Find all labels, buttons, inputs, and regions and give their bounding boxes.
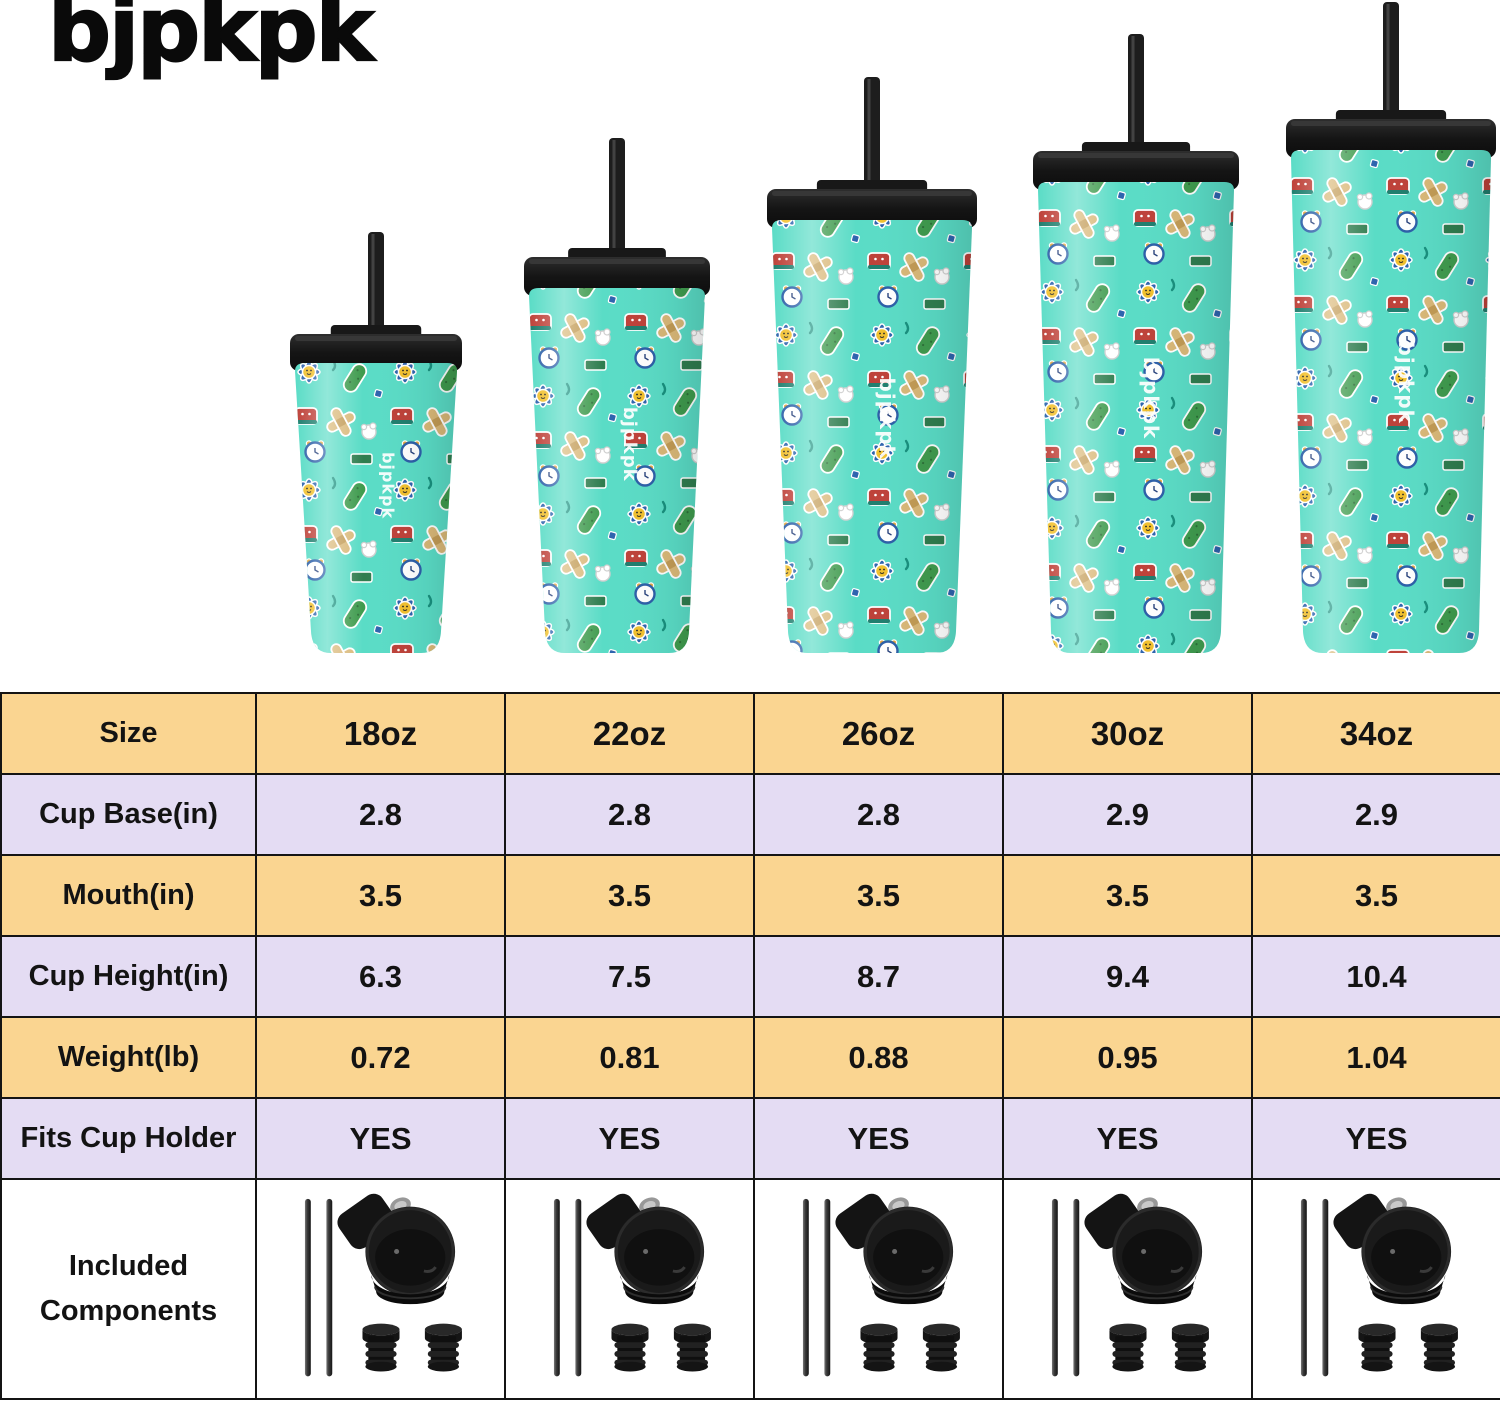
value-cell: YES <box>255 1097 506 1180</box>
lid-rim <box>295 336 457 341</box>
straw <box>1128 34 1144 160</box>
straw <box>609 138 625 266</box>
row-label: Fits Cup Holder <box>0 1097 257 1180</box>
cup-logo-text: bjpkpk <box>1139 357 1163 439</box>
included-components-cell <box>1002 1178 1253 1400</box>
value-cell: 10.4 <box>1251 935 1500 1018</box>
tumbler-26oz: bjpkpk <box>766 77 978 655</box>
tumbler-22oz: bjpkpk <box>523 138 711 655</box>
value-cell: 3.5 <box>753 854 1004 937</box>
value-cell: 9.4 <box>1002 935 1253 1018</box>
value-cell: 0.81 <box>504 1016 755 1099</box>
value-cell: 2.8 <box>255 773 506 856</box>
lid-rim <box>529 259 705 264</box>
row-cup-base: Cup Base(in) 2.8 2.8 2.8 2.9 2.9 <box>0 773 1500 856</box>
value-cell: 22oz <box>504 692 755 775</box>
value-cell: 34oz <box>1251 692 1500 775</box>
cup-logo-text: bjpkpk <box>378 452 397 519</box>
lid <box>767 189 977 228</box>
value-cell: YES <box>1002 1097 1253 1180</box>
value-cell: YES <box>1251 1097 1500 1180</box>
components-kit-image <box>1011 1191 1245 1391</box>
straw-highlight <box>371 234 375 341</box>
cup-logo-text: bjpkpk <box>1394 342 1418 424</box>
value-cell: 3.5 <box>1251 854 1500 937</box>
cup-sheen <box>529 288 705 653</box>
straw-highlight <box>1386 4 1390 126</box>
straw-highlight <box>1131 36 1135 158</box>
value-cell: 6.3 <box>255 935 506 1018</box>
lid <box>1286 119 1496 158</box>
row-label: Cup Height(in) <box>0 935 257 1018</box>
included-components-cell <box>1251 1178 1500 1400</box>
row-weight: Weight(lb) 0.72 0.81 0.88 0.95 1.04 <box>0 1016 1500 1099</box>
cup-logo-text: bjpkpk <box>875 378 899 460</box>
value-cell: 18oz <box>255 692 506 775</box>
value-cell: 3.5 <box>1002 854 1253 937</box>
components-label-line2: Components <box>39 1295 218 1327</box>
value-cell: 1.04 <box>1251 1016 1500 1099</box>
value-cell: 3.5 <box>255 854 506 937</box>
value-cell: 2.9 <box>1251 773 1500 856</box>
lid-rim <box>772 191 972 196</box>
value-cell: 3.5 <box>504 854 755 937</box>
row-label: Size <box>0 692 257 775</box>
lid-rim <box>1038 153 1234 158</box>
straw <box>864 77 880 198</box>
value-cell: 0.95 <box>1002 1016 1253 1099</box>
lid-rim <box>1291 121 1491 126</box>
spec-table: Size 18oz 22oz 26oz 30oz 34oz Cup Base(i… <box>0 692 1500 1400</box>
value-cell: 0.72 <box>255 1016 506 1099</box>
included-components-cell <box>255 1178 506 1400</box>
straw-highlight <box>612 140 616 264</box>
row-label: Mouth(in) <box>0 854 257 937</box>
row-label: Cup Base(in) <box>0 773 257 856</box>
row-included-components: Included Components <box>0 1178 1500 1400</box>
components-kit-image <box>1260 1191 1494 1391</box>
row-label: Included Components <box>0 1178 257 1400</box>
value-cell: 0.88 <box>753 1016 1004 1099</box>
row-label: Weight(lb) <box>0 1016 257 1099</box>
components-kit-image <box>513 1191 747 1391</box>
value-cell: 30oz <box>1002 692 1253 775</box>
row-size: Size 18oz 22oz 26oz 30oz 34oz <box>0 692 1500 775</box>
brand-logo: bjpkpk <box>47 0 375 81</box>
components-kit-image <box>762 1191 996 1391</box>
value-cell: 2.8 <box>753 773 1004 856</box>
cup-sheen <box>1291 150 1491 653</box>
value-cell: YES <box>753 1097 1004 1180</box>
components-label-line1: Included <box>68 1250 189 1283</box>
included-components-cell <box>504 1178 755 1400</box>
row-fits-cup-holder: Fits Cup Holder YES YES YES YES YES <box>0 1097 1500 1180</box>
cup-sheen <box>772 220 972 653</box>
tumbler-lineup: bjpkpk bjpkpk bjpkpk bjpkpk bjpkpk <box>0 0 1500 690</box>
value-cell: 2.8 <box>504 773 755 856</box>
lid <box>1033 151 1239 190</box>
included-components-cell <box>753 1178 1004 1400</box>
value-cell: 7.5 <box>504 935 755 1018</box>
row-mouth: Mouth(in) 3.5 3.5 3.5 3.5 3.5 <box>0 854 1500 937</box>
tumbler-30oz: bjpkpk <box>1032 34 1240 655</box>
cup-sheen <box>295 363 457 653</box>
cup-sheen <box>1038 182 1234 653</box>
value-cell: 2.9 <box>1002 773 1253 856</box>
lid <box>524 257 710 296</box>
straw-highlight <box>867 79 871 196</box>
row-cup-height: Cup Height(in) 6.3 7.5 8.7 9.4 10.4 <box>0 935 1500 1018</box>
tumbler-34oz: bjpkpk <box>1285 2 1497 655</box>
components-kit-image <box>264 1191 498 1391</box>
value-cell: 8.7 <box>753 935 1004 1018</box>
value-cell: YES <box>504 1097 755 1180</box>
value-cell: 26oz <box>753 692 1004 775</box>
cup-logo-text: bjpkpk <box>619 407 640 482</box>
straw <box>1383 2 1399 128</box>
tumbler-18oz: bjpkpk <box>289 232 463 655</box>
lid <box>290 334 462 371</box>
